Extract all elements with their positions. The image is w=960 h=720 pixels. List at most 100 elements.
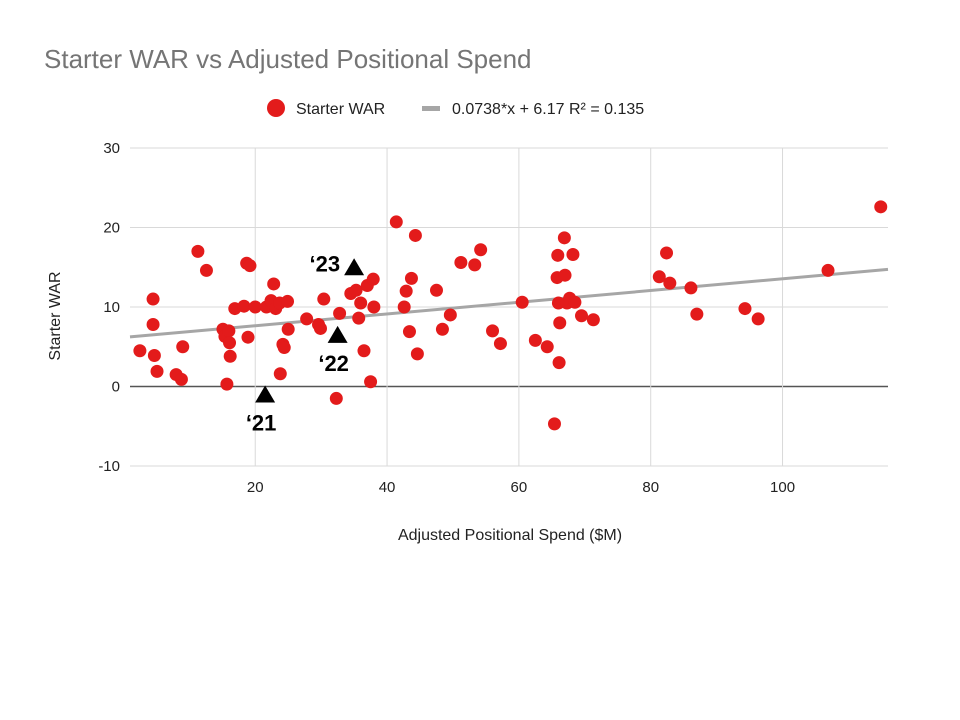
data-point	[399, 284, 413, 298]
data-point	[277, 341, 291, 355]
annotation-label: ‘22	[318, 351, 349, 376]
x-axis-title: Adjusted Positional Spend ($M)	[398, 527, 622, 544]
annotation-triangle	[255, 385, 276, 403]
data-point	[317, 292, 331, 306]
data-point	[551, 248, 565, 262]
data-point	[133, 344, 147, 358]
data-points	[133, 200, 888, 431]
data-point	[558, 268, 572, 282]
data-point	[222, 324, 236, 338]
data-point	[690, 307, 704, 321]
data-point	[397, 300, 411, 314]
data-point	[243, 259, 257, 273]
data-point	[652, 270, 666, 284]
data-point	[586, 313, 600, 327]
trendline-group	[129, 267, 889, 339]
data-point	[176, 340, 190, 354]
data-point	[515, 295, 529, 309]
annotation-label: ‘23	[310, 251, 341, 276]
data-point	[575, 309, 589, 323]
data-point	[174, 372, 188, 386]
x-tick-label: 100	[770, 479, 795, 496]
data-point	[402, 325, 416, 339]
data-point	[364, 375, 378, 389]
legend: Starter WAR 0.0738*x + 6.17 R² = 0.135	[267, 99, 644, 118]
data-point	[354, 296, 368, 310]
x-tick-label: 40	[379, 479, 396, 496]
data-point	[486, 324, 500, 338]
data-point	[146, 292, 160, 306]
legend-marker-starter-war	[267, 99, 285, 117]
data-point	[663, 276, 677, 290]
data-point	[821, 263, 835, 277]
data-point	[566, 248, 580, 262]
data-point	[454, 255, 468, 269]
data-point	[352, 311, 366, 325]
data-point	[199, 263, 213, 277]
data-point	[547, 417, 561, 431]
data-point	[557, 231, 571, 245]
data-point	[443, 308, 457, 322]
data-point	[468, 258, 482, 272]
data-point	[333, 306, 347, 320]
data-point	[191, 244, 205, 258]
data-point	[528, 333, 542, 347]
data-point	[300, 312, 314, 326]
data-point	[237, 299, 251, 313]
annotation-label: ‘21	[246, 410, 277, 435]
legend-label-trendline: 0.0738*x + 6.17 R² = 0.135	[452, 101, 644, 118]
data-point	[147, 348, 161, 362]
data-point	[874, 200, 888, 214]
data-point	[474, 243, 488, 257]
data-point	[241, 330, 255, 344]
legend-marker-trendline	[422, 106, 440, 111]
data-point	[493, 337, 507, 351]
y-tick-label: -10	[98, 458, 120, 475]
annotation-triangle	[344, 258, 365, 276]
data-point	[404, 271, 418, 285]
data-point	[408, 228, 422, 242]
data-point	[220, 377, 234, 391]
data-point	[329, 391, 343, 405]
y-tick-label: 0	[112, 379, 120, 396]
data-point	[281, 322, 295, 336]
data-point	[223, 349, 237, 363]
data-point	[281, 294, 295, 308]
data-point	[150, 364, 164, 378]
data-point	[223, 336, 237, 350]
legend-label-starter-war: Starter WAR	[296, 101, 385, 118]
axes: -10 0 10 20 30 20 40 60 80 100	[98, 140, 795, 496]
x-tick-label: 60	[511, 479, 528, 496]
data-point	[273, 367, 287, 381]
data-point	[751, 312, 765, 326]
data-point	[552, 356, 566, 370]
y-tick-label: 20	[103, 220, 120, 237]
data-point	[267, 277, 281, 291]
data-point	[553, 316, 567, 330]
data-point	[366, 272, 380, 286]
annotations: ‘21 ‘22 ‘23	[246, 251, 365, 435]
data-point	[389, 215, 403, 229]
data-point	[684, 281, 698, 295]
data-point	[429, 283, 443, 297]
x-tick-label: 80	[642, 479, 659, 496]
data-point	[248, 300, 262, 314]
data-point	[349, 283, 363, 297]
data-point	[146, 317, 160, 331]
data-point	[738, 302, 752, 316]
chart-title: Starter WAR vs Adjusted Positional Spend	[44, 44, 532, 74]
y-tick-label: 10	[103, 299, 120, 316]
data-point	[540, 340, 554, 354]
data-point	[410, 347, 424, 361]
y-tick-label: 30	[103, 140, 120, 157]
data-point	[357, 344, 371, 358]
x-tick-label: 20	[247, 479, 264, 496]
y-axis-title: Starter WAR	[47, 271, 64, 360]
data-point	[435, 322, 449, 336]
data-point	[367, 300, 381, 314]
data-point	[568, 295, 582, 309]
trendline	[129, 267, 889, 339]
data-point	[313, 321, 327, 335]
data-point	[660, 246, 674, 260]
